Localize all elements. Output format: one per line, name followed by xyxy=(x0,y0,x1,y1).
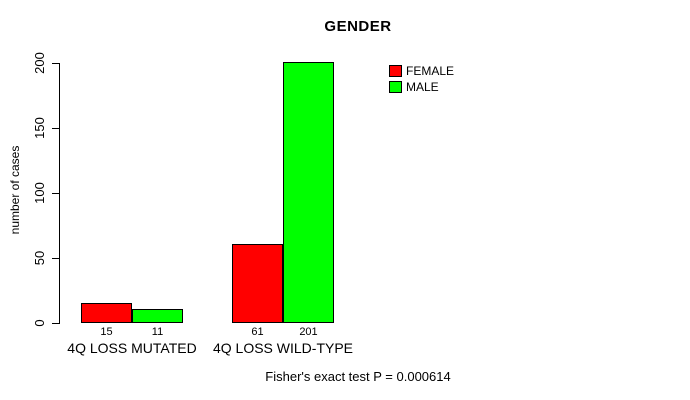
y-tick-mark xyxy=(52,258,59,259)
bar-female-2 xyxy=(232,244,283,323)
bar-male-2 xyxy=(283,62,334,323)
y-tick-label: 100 xyxy=(32,182,47,204)
y-tick-mark xyxy=(52,323,59,324)
category-label: 4Q LOSS MUTATED xyxy=(67,340,197,356)
y-tick-label: 0 xyxy=(32,319,47,327)
bar-male-1 xyxy=(132,309,183,323)
chart-title: GENDER xyxy=(324,18,392,35)
y-tick-mark xyxy=(52,128,59,129)
bar-value-label: 15 xyxy=(100,326,113,338)
y-tick-mark xyxy=(52,63,59,64)
bar-value-label: 201 xyxy=(299,326,318,338)
y-tick-label: 150 xyxy=(32,117,47,139)
y-tick-label: 50 xyxy=(32,250,47,266)
legend-label-male: MALE xyxy=(406,80,439,94)
y-tick-mark xyxy=(52,193,59,194)
legend-swatch-male xyxy=(389,81,402,93)
bar-female-1 xyxy=(81,303,132,323)
y-tick-label: 200 xyxy=(32,52,47,74)
y-axis-label: number of cases xyxy=(8,145,22,235)
annotation-text: Fisher's exact test P = 0.000614 xyxy=(265,369,451,384)
category-label: 4Q LOSS WILD-TYPE xyxy=(212,340,354,356)
bar-value-label: 11 xyxy=(151,326,164,338)
legend-label-female: FEMALE xyxy=(406,64,455,78)
bar-value-label: 61 xyxy=(251,326,264,338)
y-axis-line xyxy=(59,63,60,324)
legend-swatch-female xyxy=(389,65,402,77)
